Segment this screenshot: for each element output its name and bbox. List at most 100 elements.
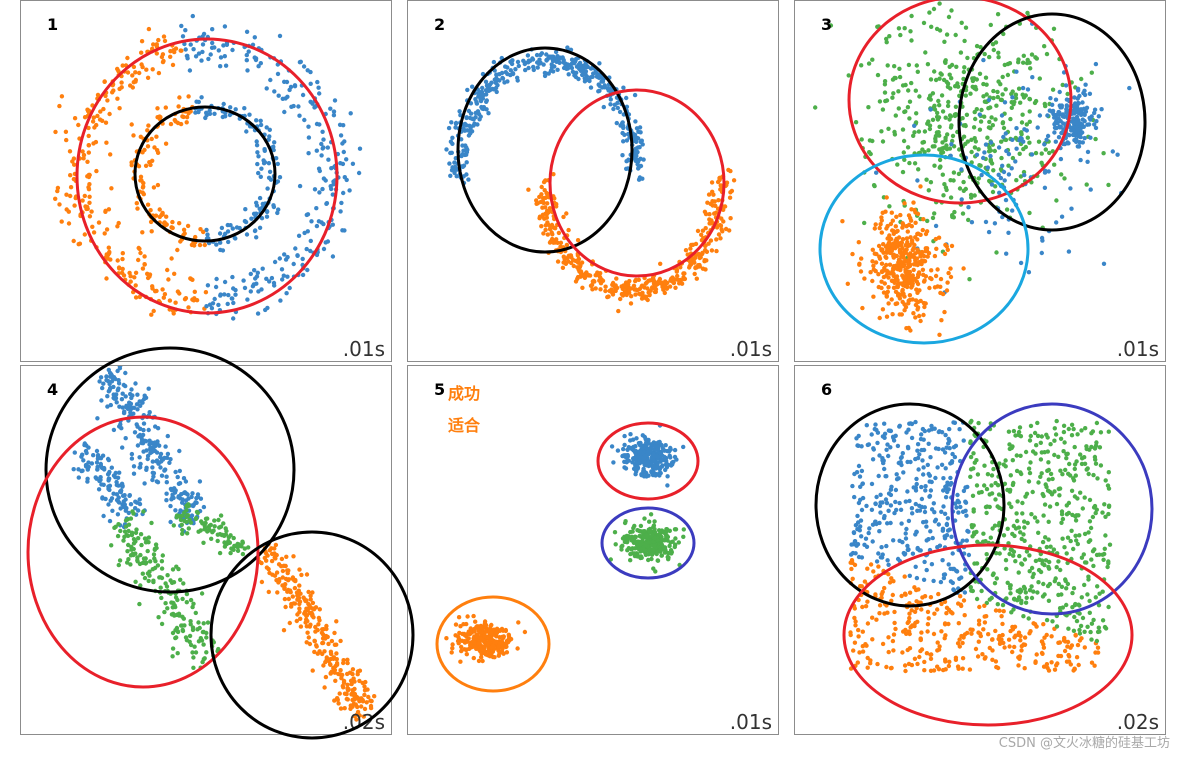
moon-point-blue: [582, 70, 587, 75]
band-point-blue: [85, 479, 90, 484]
ring-point-orange: [175, 247, 180, 253]
blob-point-green: [1017, 151, 1022, 156]
band-point-orange: [257, 559, 262, 564]
blob-point-blue: [1087, 91, 1093, 97]
blob-point-blue: [653, 465, 658, 470]
grid-point-blue: [915, 442, 921, 447]
grid-point-green: [1029, 584, 1034, 589]
grid-point-green: [1096, 625, 1101, 630]
moon-point-blue: [459, 129, 464, 134]
band-point-green: [190, 625, 196, 630]
blob-point-blue: [1076, 133, 1081, 139]
grid-point-green: [1084, 444, 1089, 449]
moon-point-blue: [634, 126, 640, 131]
ring-point-blue: [297, 183, 303, 189]
blob-point-green: [948, 195, 954, 200]
blob-point-orange: [915, 211, 921, 217]
blob-point-green: [642, 516, 647, 521]
moon-point-blue: [555, 67, 560, 73]
blob-point-green: [1037, 76, 1042, 81]
ring-point-blue: [323, 240, 328, 245]
band-point-blue: [139, 440, 144, 446]
ring-point-orange: [119, 270, 125, 275]
band-point-blue: [134, 500, 140, 505]
blob-point-green: [958, 202, 964, 207]
band-point-blue: [103, 496, 108, 502]
ring-point-orange: [115, 96, 120, 101]
blob-point-orange: [917, 288, 922, 293]
blob-point-orange: [889, 297, 894, 302]
band-point-orange: [369, 698, 374, 704]
band-point-blue: [173, 508, 178, 513]
band-point-orange: [279, 556, 285, 562]
blob-point-blue: [1045, 113, 1050, 118]
grid-point-blue: [928, 529, 933, 534]
ring-point-blue: [248, 289, 253, 294]
blob-point-blue: [1004, 148, 1009, 154]
moon-point-orange: [715, 179, 721, 185]
blob-point-green: [964, 112, 970, 118]
moon-point-orange: [628, 286, 634, 291]
band-point-green: [188, 597, 194, 603]
blob-point-green: [971, 125, 977, 130]
blob-point-green: [928, 77, 934, 82]
blob-point-green: [632, 523, 637, 529]
blob-point-green: [929, 24, 934, 29]
band-point-orange: [282, 596, 288, 602]
blob-point-green: [945, 103, 951, 109]
ring-point-orange: [154, 124, 160, 129]
blob-point-blue: [928, 107, 933, 112]
blob-point-green: [612, 530, 618, 535]
ring-point-orange: [94, 122, 99, 128]
band-point-blue: [108, 385, 113, 391]
blob-point-orange: [884, 195, 889, 200]
ring-point-blue: [300, 272, 306, 278]
blob-point-orange: [885, 269, 891, 275]
blob-point-green: [931, 6, 937, 12]
moon-point-orange: [620, 286, 625, 292]
ring-point-blue: [241, 278, 246, 283]
band-point-orange: [366, 694, 371, 700]
blob-point-green: [681, 527, 686, 532]
moon-point-blue: [621, 85, 626, 90]
moon-point-blue: [596, 89, 601, 94]
blob-point-orange: [876, 272, 881, 277]
blob-point-orange: [918, 318, 923, 324]
ring-point-blue: [338, 161, 343, 166]
moon-point-orange: [575, 259, 580, 264]
band-point-blue: [177, 448, 182, 454]
blob-point-orange: [884, 262, 889, 268]
blob-point-blue: [1014, 126, 1019, 131]
ring-point-orange: [176, 104, 181, 109]
band-point-blue: [150, 470, 155, 475]
ring-point-orange: [116, 220, 121, 226]
panel-6: 6 .02s: [794, 365, 1166, 735]
blob-point-blue: [1063, 135, 1068, 141]
moon-point-orange: [697, 255, 702, 261]
moon-point-blue: [637, 145, 642, 150]
blob-point-green: [866, 105, 871, 110]
ring-point-blue: [188, 42, 193, 47]
blob-point-blue: [1030, 75, 1035, 80]
band-point-orange: [329, 638, 335, 644]
band-point-orange: [337, 691, 342, 696]
grid-point-green: [980, 566, 985, 571]
band-point-green: [130, 551, 135, 557]
moon-point-orange: [590, 279, 595, 284]
band-point-green: [151, 579, 156, 585]
ring-point-blue: [326, 225, 331, 231]
blob-point-green: [972, 109, 977, 115]
ring-point-orange: [145, 75, 151, 81]
band-point-green: [199, 591, 205, 596]
moon-point-orange: [603, 268, 609, 273]
blob-point-blue: [640, 433, 645, 438]
ring-point-orange: [173, 119, 178, 124]
grid-point-orange: [1049, 634, 1054, 639]
blob-point-green: [999, 155, 1004, 161]
blob-point-green: [960, 144, 966, 149]
ring-point-blue: [274, 156, 279, 161]
band-point-blue: [152, 414, 157, 420]
blob-point-orange: [870, 278, 875, 284]
blob-point-blue: [1045, 133, 1051, 139]
blob-point-orange: [879, 261, 885, 266]
